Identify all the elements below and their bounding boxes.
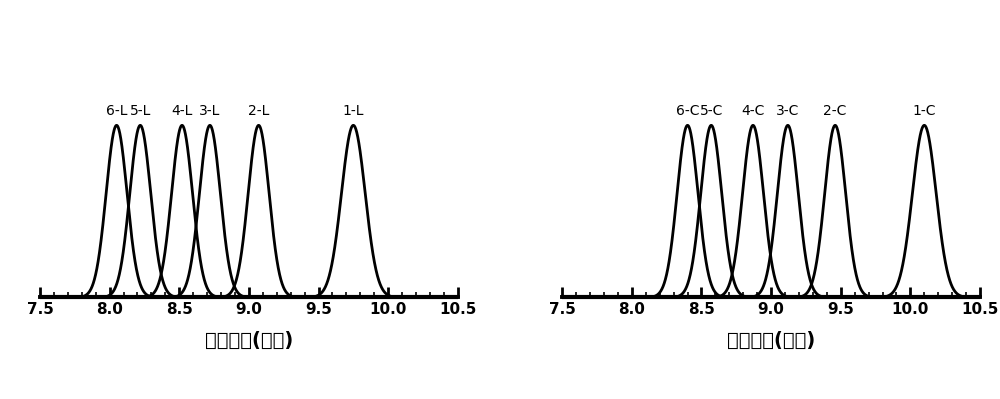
X-axis label: 流出时间(分钟): 流出时间(分钟) [727, 331, 815, 350]
Text: 2-C: 2-C [823, 105, 847, 119]
X-axis label: 流出时间(分钟): 流出时间(分钟) [205, 331, 293, 350]
Text: 3-L: 3-L [199, 105, 221, 119]
Text: 6-L: 6-L [106, 105, 127, 119]
Text: 3-C: 3-C [776, 105, 800, 119]
Text: 4-L: 4-L [171, 105, 193, 119]
Text: 5-C: 5-C [700, 105, 723, 119]
Text: 1-L: 1-L [343, 105, 364, 119]
Text: 5-L: 5-L [130, 105, 151, 119]
Text: 4-C: 4-C [741, 105, 765, 119]
Text: 1-C: 1-C [913, 105, 936, 119]
Text: 6-C: 6-C [676, 105, 699, 119]
Text: 2-L: 2-L [248, 105, 269, 119]
